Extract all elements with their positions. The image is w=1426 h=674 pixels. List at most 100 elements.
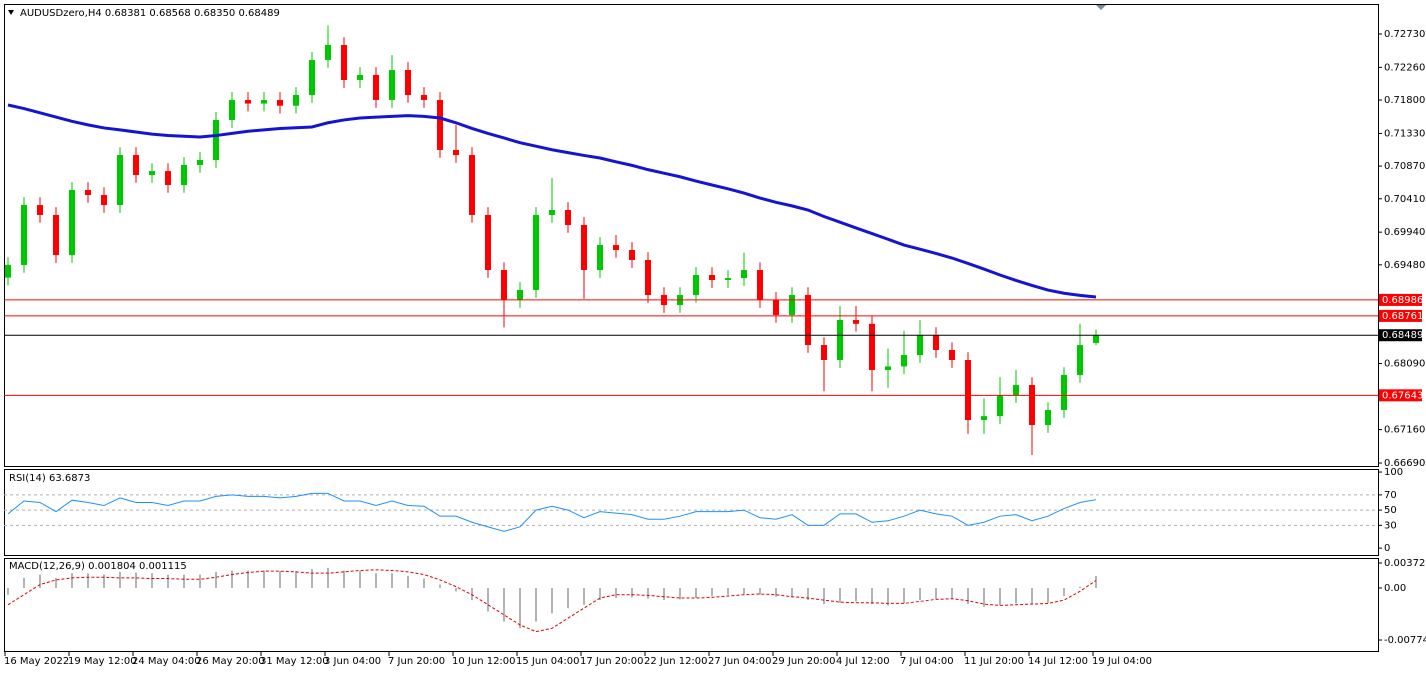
candle-body xyxy=(405,69,411,95)
candle-body xyxy=(853,320,859,324)
y-tick-label: 0.72260 xyxy=(1384,62,1425,73)
x-tick-label: 16 May 2022 xyxy=(4,656,69,667)
y-tick-label: 50 xyxy=(1384,505,1397,516)
candle-body xyxy=(1029,385,1035,426)
macd-bar xyxy=(1031,587,1033,605)
macd-bar xyxy=(263,570,265,588)
level-label-box xyxy=(1379,389,1422,402)
candle-body xyxy=(741,270,747,279)
macd-bar xyxy=(999,587,1001,606)
macd-bar xyxy=(903,587,905,604)
macd-bar xyxy=(871,587,873,605)
candle-body xyxy=(165,171,171,185)
x-tick-label: 26 May 20:00 xyxy=(196,656,265,667)
macd-bar xyxy=(887,587,889,606)
candle-body xyxy=(341,44,347,81)
macd-bar xyxy=(631,587,633,598)
x-tick-label: 4 Jul 12:00 xyxy=(836,656,890,667)
macd-bar xyxy=(711,587,713,597)
macd-bar xyxy=(87,573,89,588)
y-tick-label: 0.72730 xyxy=(1384,29,1425,40)
candle-body xyxy=(69,189,75,256)
macd-bar xyxy=(583,587,585,605)
candle-body xyxy=(213,119,219,160)
y-tick-label: 30 xyxy=(1384,520,1397,531)
level-label-box xyxy=(1379,329,1422,342)
candle-body xyxy=(981,416,987,421)
y-tick-label: 0 xyxy=(1384,543,1390,554)
macd-bar xyxy=(55,577,57,588)
level-label: 0.67643 xyxy=(1382,390,1423,401)
macd-bar xyxy=(247,570,249,588)
candle-body xyxy=(533,214,539,290)
candle-body xyxy=(1045,410,1051,426)
macd-bar xyxy=(535,587,537,622)
macd-bar xyxy=(567,587,569,609)
shift-marker xyxy=(1096,5,1106,10)
macd-bar xyxy=(679,587,681,600)
macd-bar xyxy=(599,587,601,601)
rsi-line xyxy=(7,492,1097,532)
y-tick-label: 0.68090 xyxy=(1384,359,1425,370)
macd-bar xyxy=(743,587,745,595)
candle-body xyxy=(293,94,299,106)
y-tick-label: 70 xyxy=(1384,490,1397,501)
x-tick-label: 7 Jun 20:00 xyxy=(388,656,445,667)
x-tick-label: 10 Jun 12:00 xyxy=(452,656,516,667)
candle-body xyxy=(53,214,59,256)
candle-body xyxy=(1077,345,1083,376)
candle-body xyxy=(485,214,491,271)
y-tick-label: 0.71330 xyxy=(1384,128,1425,139)
candle-body xyxy=(373,74,379,100)
y-tick-label: 0.00372 xyxy=(1384,558,1425,569)
macd-bar xyxy=(119,571,121,588)
menu-arrow[interactable] xyxy=(8,10,14,15)
x-tick-label: 29 Jun 20:00 xyxy=(772,656,836,667)
signal-line xyxy=(7,569,1097,633)
x-tick-label: 22 Jun 12:00 xyxy=(644,656,708,667)
candle-body xyxy=(869,323,875,371)
candle-body xyxy=(277,99,283,106)
level-label-box xyxy=(1379,309,1422,322)
macd-bar xyxy=(727,587,729,595)
macd-bar xyxy=(359,571,361,588)
candle-body xyxy=(1061,375,1067,411)
macd-bar xyxy=(327,567,329,588)
x-tick-label: 24 May 04:00 xyxy=(132,656,201,667)
y-tick-label: 0.70410 xyxy=(1384,194,1425,205)
macd-bar xyxy=(151,573,153,588)
candle-body xyxy=(517,289,523,300)
macd-bar xyxy=(855,587,857,602)
y-tick-label: 0.71800 xyxy=(1384,95,1425,106)
macd-bar xyxy=(7,587,9,595)
candle-body xyxy=(37,205,43,215)
candle-body xyxy=(773,299,779,315)
macd-bar xyxy=(279,571,281,588)
candle-body xyxy=(5,264,11,278)
x-tick-label: 19 Jul 04:00 xyxy=(1092,656,1152,667)
macd-bar xyxy=(295,571,297,588)
candle-body xyxy=(117,155,123,206)
x-tick-label: 7 Jul 04:00 xyxy=(900,656,954,667)
macd-bar xyxy=(503,587,505,622)
macd-bar xyxy=(551,587,553,614)
macd-bar xyxy=(455,587,457,592)
macd-bar xyxy=(1063,587,1065,597)
candle-body xyxy=(133,155,139,175)
candle-body xyxy=(389,69,395,100)
candle-body xyxy=(1093,335,1099,343)
price-panel xyxy=(4,4,1379,467)
candle-body xyxy=(357,74,363,81)
macd-bar xyxy=(167,574,169,588)
candle-body xyxy=(85,189,91,196)
x-tick-label: 15 Jun 04:00 xyxy=(516,656,580,667)
candle-body xyxy=(453,149,459,156)
macd-bar xyxy=(1095,575,1097,588)
macd-bar xyxy=(439,584,441,588)
candle-body xyxy=(789,295,795,315)
candle-body xyxy=(965,360,971,421)
macd-bar xyxy=(407,575,409,588)
macd-bar xyxy=(839,587,841,603)
macd-bar xyxy=(1047,587,1049,603)
